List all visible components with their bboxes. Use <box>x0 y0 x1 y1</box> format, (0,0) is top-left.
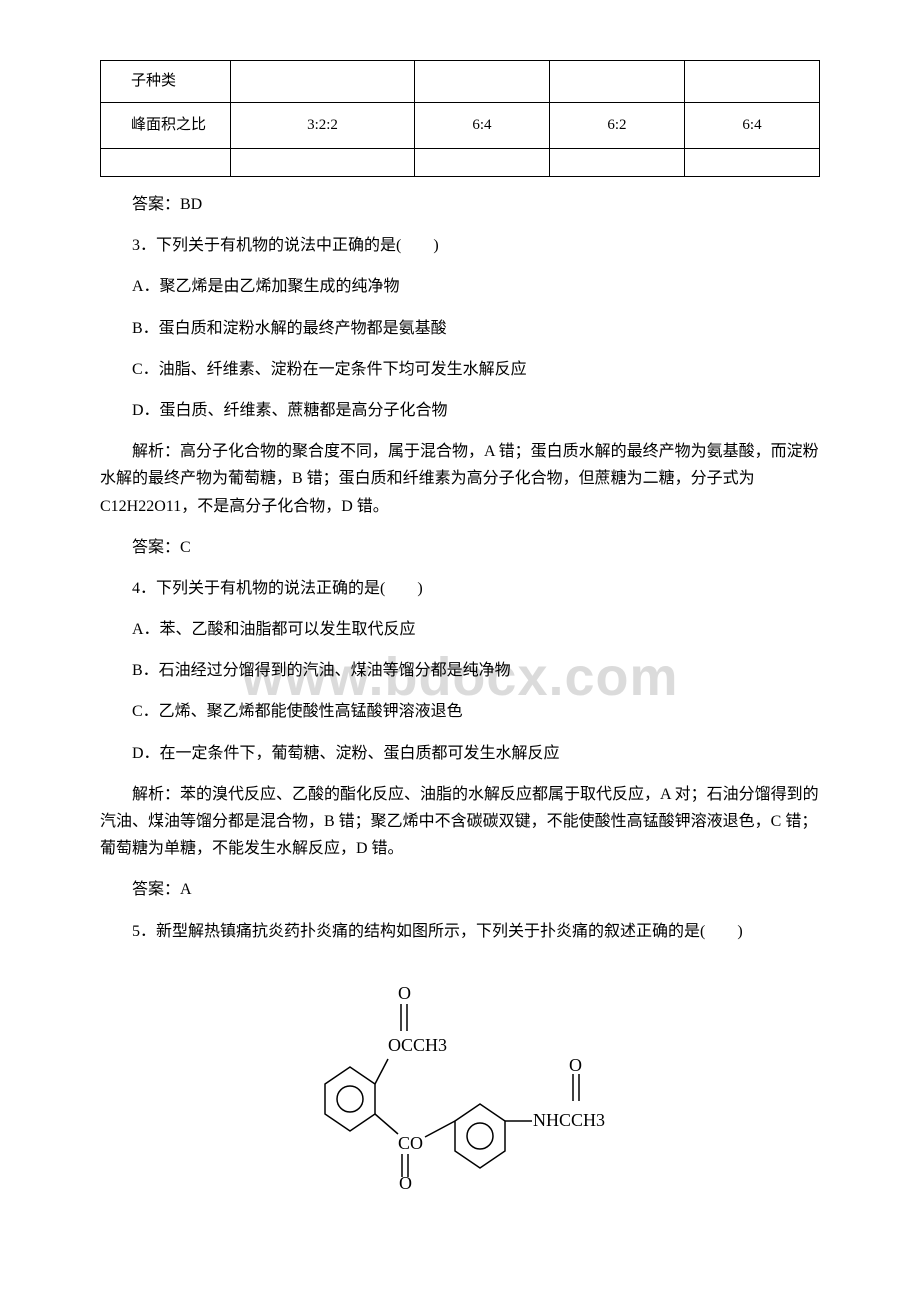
q4-explain: 解析：苯的溴代反应、乙酸的酯化反应、油脂的水解反应都属于取代反应，A 对；石油分… <box>100 781 820 863</box>
q4-option-d: D．在一定条件下，葡萄糖、淀粉、蛋白质都可发生水解反应 <box>100 740 820 767</box>
table-cell <box>549 149 684 177</box>
fig-label-O: O <box>399 1173 412 1189</box>
q3-stem: 3．下列关于有机物的说法中正确的是( ) <box>100 232 820 259</box>
table-cell: 6:4 <box>684 103 819 149</box>
q3-option-d: D．蛋白质、纤维素、蔗糖都是高分子化合物 <box>100 397 820 424</box>
q2-answer: 答案：BD <box>100 191 820 218</box>
fig-label-OCCH3: OCCH3 <box>388 1035 447 1055</box>
q4-option-b: B．石油经过分馏得到的汽油、煤油等馏分都是纯净物 <box>100 657 820 684</box>
page-content: 子种类 峰面积之比 3:2:2 6:4 6:2 6:4 答案：BD 3．下列关于… <box>100 60 820 1189</box>
structure-figure: O OCCH3 CO O O NHCCH3 <box>280 959 640 1189</box>
table-cell: 3:2:2 <box>231 103 415 149</box>
fig-label-O: O <box>569 1055 582 1075</box>
q3-explain: 解析：高分子化合物的聚合度不同，属于混合物，A 错；蛋白质水解的最终产物为氨基酸… <box>100 438 820 520</box>
fig-label-NHCCH3: NHCCH3 <box>533 1110 605 1130</box>
q3-option-b: B．蛋白质和淀粉水解的最终产物都是氨基酸 <box>100 315 820 342</box>
q3-option-c: C．油脂、纤维素、淀粉在一定条件下均可发生水解反应 <box>100 356 820 383</box>
ratio-table: 子种类 峰面积之比 3:2:2 6:4 6:2 6:4 <box>100 60 820 177</box>
q4-option-c: C．乙烯、聚乙烯都能使酸性高锰酸钾溶液退色 <box>100 698 820 725</box>
fig-label-O: O <box>398 983 411 1003</box>
q5-stem: 5．新型解热镇痛抗炎药扑炎痛的结构如图所示，下列关于扑炎痛的叙述正确的是( ) <box>100 918 820 945</box>
q4-answer: 答案：A <box>100 876 820 903</box>
table-cell <box>684 149 819 177</box>
table-cell <box>231 61 415 103</box>
fig-label-CO: CO <box>398 1133 423 1153</box>
table-cell <box>101 149 231 177</box>
table-row2-head: 峰面积之比 <box>101 103 231 149</box>
table-cell <box>549 61 684 103</box>
table-cell <box>231 149 415 177</box>
q3-option-a: A．聚乙烯是由乙烯加聚生成的纯净物 <box>100 273 820 300</box>
table-cell <box>414 149 549 177</box>
table-row1-head: 子种类 <box>101 61 231 103</box>
table-cell: 6:2 <box>549 103 684 149</box>
table-cell <box>684 61 819 103</box>
q4-stem: 4．下列关于有机物的说法正确的是( ) <box>100 575 820 602</box>
q3-answer: 答案：C <box>100 534 820 561</box>
table-cell: 6:4 <box>414 103 549 149</box>
q4-option-a: A．苯、乙酸和油脂都可以发生取代反应 <box>100 616 820 643</box>
table-cell <box>414 61 549 103</box>
